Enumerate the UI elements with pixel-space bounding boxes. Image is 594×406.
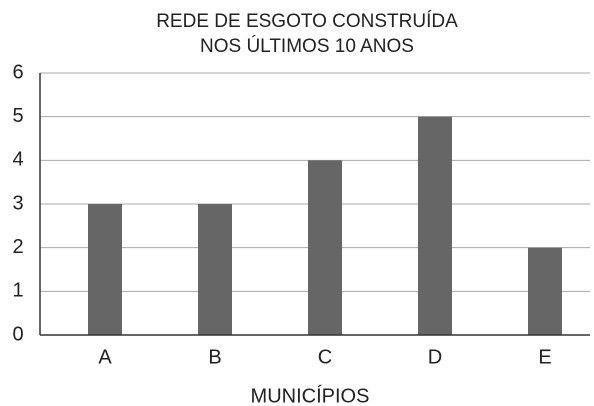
y-tick-label: 2: [12, 236, 23, 258]
y-tick-label: 0: [12, 323, 23, 345]
chart-title: REDE DE ESGOTO CONSTRUÍDA: [156, 11, 458, 32]
y-tick-label: 4: [12, 149, 23, 171]
bar: [528, 247, 562, 335]
y-tick-label: 1: [12, 280, 23, 302]
bar: [198, 204, 232, 335]
x-axis-label: MUNICÍPIOS: [251, 384, 370, 406]
x-tick-label: B: [208, 346, 221, 368]
y-tick-label: 5: [12, 105, 23, 127]
y-tick-label: 6: [12, 61, 23, 83]
bar: [88, 204, 122, 335]
chart-title: NOS ÚLTIMOS 10 ANOS: [200, 35, 414, 57]
x-tick-label: D: [428, 346, 442, 368]
x-tick-label: A: [98, 346, 112, 368]
x-tick-label: C: [318, 346, 332, 368]
x-tick-label: E: [538, 346, 551, 368]
y-tick-label: 3: [12, 192, 23, 214]
bar: [418, 116, 452, 336]
bar: [308, 160, 342, 335]
